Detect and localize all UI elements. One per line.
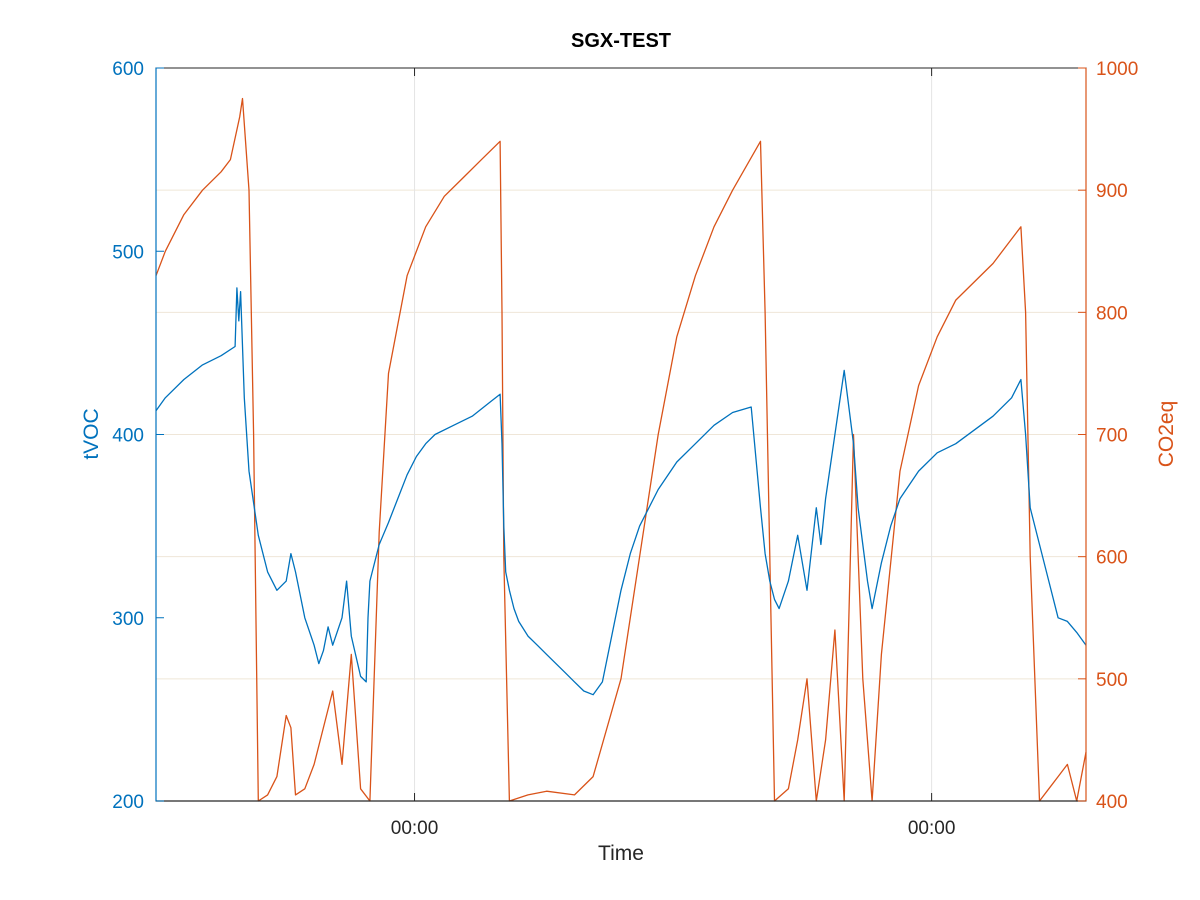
right-tick-label: 600 (1096, 548, 1128, 569)
series-layer (155, 97, 1087, 802)
left-tick-label: 200 (112, 792, 144, 813)
right-tick-label: 1000 (1096, 59, 1138, 80)
left-axis-label: tVOC (80, 408, 103, 459)
x-tick-label: 00:00 (908, 818, 956, 839)
right-tick-label: 700 (1096, 426, 1128, 447)
x-axis-label: Time (598, 842, 644, 865)
ticks: 400 500 600 700 800 900 1000 00:00 00:00 200 300 40… (112, 59, 1138, 839)
right-tick-label: 400 (1096, 792, 1128, 813)
left-tick-label: 300 (112, 609, 144, 630)
right-tick-label: 900 (1096, 181, 1128, 202)
series-line-tvoc (155, 287, 1087, 696)
x-tick-label: 00:00 (391, 818, 439, 839)
series-line-co2eq (155, 97, 1087, 802)
chart-title: SGX-TEST (571, 30, 671, 52)
left-tick-label: 600 (112, 59, 144, 80)
left-tick-label: 500 (112, 242, 144, 263)
right-tick-label: 800 (1096, 303, 1128, 324)
right-axis-label: CO2eq (1155, 401, 1178, 468)
left-tick-label: 400 (112, 426, 144, 447)
grid (156, 68, 1086, 801)
right-tick-label: 500 (1096, 670, 1128, 691)
